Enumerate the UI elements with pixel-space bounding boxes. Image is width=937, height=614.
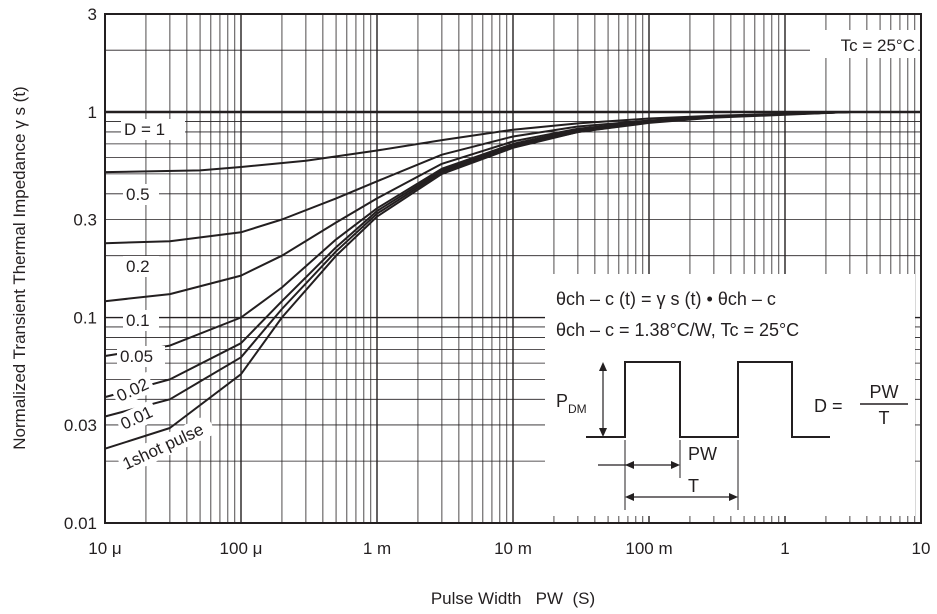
x-axis-label: Pulse Width PW (S) [431, 589, 595, 608]
series-label: 0.1 [123, 310, 159, 331]
y-tick-label: 0.01 [64, 514, 97, 533]
series-layer [104, 110, 921, 450]
series-label-text: D = 1 [124, 120, 165, 139]
d-numerator: PW [870, 382, 899, 402]
series-label: 0.05 [117, 346, 165, 367]
series-label-bg [114, 399, 160, 436]
series-label: 0.2 [123, 256, 159, 277]
series-label-text: 0.2 [126, 257, 150, 276]
series-label-bg [123, 310, 159, 331]
y-tick-label: 3 [88, 5, 97, 24]
series-label-text: 0.5 [126, 185, 150, 204]
x-tick-label: 10 m [494, 539, 532, 558]
t-label: T [688, 476, 699, 496]
plot-frame [104, 13, 922, 524]
x-tick-label: 10 [912, 539, 931, 558]
d-label: D = [814, 396, 843, 416]
tick-labels: 10 μ 100 μ 1 m 10 m 100 m 1 10 0.01 0.03 0.1 0.3 1 3 [64, 5, 931, 558]
t-arrow-head-left [625, 493, 634, 501]
pdm-arrow-head-top [599, 362, 607, 371]
y-tick-label: 0.3 [73, 210, 97, 229]
formula-box-bg [545, 274, 915, 516]
y-tick-label: 0.03 [64, 416, 97, 435]
y-axis-label: Normalized Transient Thermal Impedance γ… [10, 86, 29, 449]
series-label-bg [123, 256, 159, 277]
series-line [104, 111, 850, 174]
series-label-text: 0.05 [120, 347, 153, 366]
t-arrow-head-right [729, 493, 738, 501]
series-label-bg [110, 371, 156, 408]
pdm-label-subscript: DM [568, 402, 587, 416]
series-label: 0.5 [123, 184, 159, 205]
condition-label: Tc = 25°C [841, 36, 915, 55]
pdm-label: PDM [556, 391, 587, 416]
series-label-bg [123, 184, 159, 205]
x-tick-label: 1 m [363, 539, 391, 558]
formula-line-2: θch – c = 1.38°C/W, Tc = 25°C [556, 320, 799, 340]
pw-arrow-head-right [671, 461, 680, 469]
pdm-arrow-head-bottom [599, 428, 607, 437]
d-denominator: T [879, 408, 890, 428]
x-tick-label: 1 [780, 539, 789, 558]
series-line [104, 111, 850, 450]
series-label: D = 1 [121, 119, 185, 140]
x-tick-label: 10 μ [88, 539, 121, 558]
y-tick-label: 1 [88, 103, 97, 122]
x-tick-label: 100 m [625, 539, 672, 558]
series-label-bg [116, 414, 217, 476]
pulse-waveform [586, 361, 830, 438]
series-label-bg [117, 346, 165, 367]
formula-box: θch – c (t) = γ s (t) • θch – c θch – c … [545, 274, 915, 516]
series-line [104, 111, 850, 303]
pdm-label-main: P [556, 391, 568, 411]
series-label-bg [121, 119, 185, 140]
series-label-text: 0.1 [126, 311, 150, 330]
pulse-diagram [586, 361, 908, 510]
pw-arrow-head-left [625, 461, 634, 469]
y-tick-label: 0.1 [73, 309, 97, 328]
tc-label-bg [810, 30, 918, 58]
x-tick-label: 100 μ [220, 539, 263, 558]
pw-label: PW [688, 444, 717, 464]
formula-line-1: θch – c (t) = γ s (t) • θch – c [556, 289, 776, 309]
